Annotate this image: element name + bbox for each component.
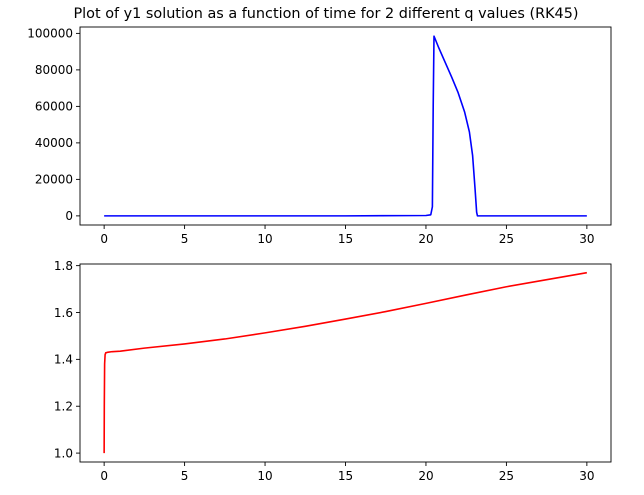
y-tick-label: 80000 (35, 63, 73, 77)
x-tick-label: 15 (338, 232, 353, 246)
y-tick-label: 60000 (35, 100, 73, 114)
y-tick-label: 100000 (27, 27, 73, 41)
y-tick-label: 0 (65, 209, 73, 223)
x-tick-label: 25 (499, 469, 514, 483)
x-tick-label: 0 (100, 469, 108, 483)
y-tick-label: 1.4 (54, 353, 73, 367)
y-tick-label: 1.2 (54, 400, 73, 414)
y-tick-label: 1.0 (54, 446, 73, 460)
series-line-0 (104, 35, 587, 217)
x-tick-label: 15 (338, 469, 353, 483)
axes-frame (79, 263, 612, 463)
x-tick-label: 5 (181, 232, 189, 246)
x-tick-label: 20 (418, 469, 433, 483)
y-tick-label: 20000 (35, 173, 73, 187)
y-tick-label: 40000 (35, 136, 73, 150)
series-line-0 (103, 271, 587, 454)
x-tick-label: 20 (418, 232, 433, 246)
x-tick-label: 30 (579, 469, 594, 483)
y-tick-label: 1.6 (54, 306, 73, 320)
bottom-axes: 0 5 10 15 20 25 30 1.0 1.2 1.4 1.6 1.8 (54, 259, 612, 483)
x-tick-label: 10 (257, 232, 272, 246)
figure-title: Plot of y1 solution as a function of tim… (74, 6, 579, 22)
x-tick-label: 10 (257, 469, 272, 483)
x-tick-label: 0 (100, 232, 108, 246)
top-axes: 0 5 10 15 20 25 30 0 20000 40000 60000 80000 100000 (27, 26, 612, 246)
y-tick-label: 1.8 (54, 259, 73, 273)
x-tick-label: 25 (499, 232, 514, 246)
x-tick-label: 30 (579, 232, 594, 246)
axes-frame (79, 26, 612, 226)
x-tick-label: 5 (181, 469, 189, 483)
